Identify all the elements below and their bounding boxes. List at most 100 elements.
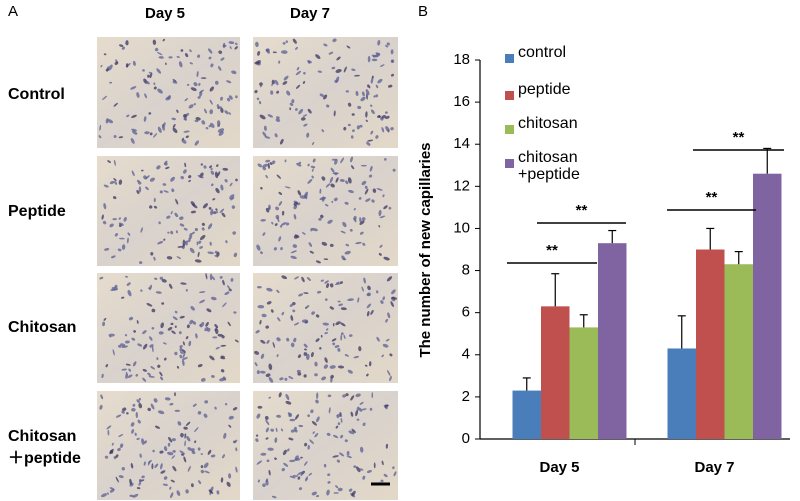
cell-nucleus bbox=[117, 248, 122, 252]
cell-nucleus bbox=[357, 297, 360, 303]
cell-nucleus bbox=[115, 476, 119, 483]
cell-nucleus bbox=[209, 86, 214, 92]
cell-nucleus bbox=[109, 335, 112, 338]
cell-nucleus bbox=[224, 403, 228, 406]
cell-nucleus bbox=[345, 90, 349, 93]
cell-nucleus bbox=[382, 343, 389, 348]
cell-nucleus bbox=[233, 311, 237, 314]
cell-nucleus bbox=[183, 169, 187, 174]
cell-nucleus bbox=[140, 227, 143, 233]
cell-nucleus bbox=[141, 438, 145, 445]
cell-nucleus bbox=[131, 429, 135, 434]
cell-nucleus bbox=[351, 68, 356, 72]
cell-nucleus bbox=[121, 244, 126, 250]
cell-nucleus bbox=[107, 160, 111, 164]
cell-nucleus bbox=[222, 167, 229, 171]
cell-nucleus bbox=[270, 309, 274, 313]
cell-nucleus bbox=[377, 78, 383, 84]
cell-nucleus bbox=[390, 59, 395, 63]
cell-nucleus bbox=[296, 162, 302, 167]
cell-nucleus bbox=[113, 178, 117, 182]
cell-nucleus bbox=[259, 370, 266, 374]
cell-nucleus bbox=[121, 296, 125, 299]
cell-nucleus bbox=[148, 112, 152, 115]
cell-nucleus bbox=[174, 409, 181, 412]
cell-nucleus bbox=[262, 483, 266, 488]
cell-nucleus bbox=[267, 447, 274, 451]
cell-nucleus bbox=[265, 437, 269, 440]
cell-nucleus bbox=[156, 68, 162, 74]
cell-nucleus bbox=[260, 452, 267, 456]
cell-nucleus bbox=[347, 298, 354, 302]
cell-nucleus bbox=[292, 475, 298, 477]
cell-nucleus bbox=[190, 210, 196, 214]
cell-nucleus bbox=[199, 291, 206, 294]
cell-nucleus bbox=[391, 296, 398, 300]
cell-nucleus bbox=[200, 469, 205, 474]
cell-nucleus bbox=[359, 124, 363, 128]
cell-nucleus bbox=[300, 470, 304, 477]
significance-label: ** bbox=[733, 129, 745, 146]
cell-nucleus bbox=[114, 284, 118, 289]
cell-nucleus bbox=[336, 459, 341, 463]
cell-nucleus bbox=[177, 245, 184, 248]
cell-nucleus bbox=[260, 186, 263, 190]
cell-nucleus bbox=[183, 456, 187, 463]
cell-nucleus bbox=[182, 357, 188, 360]
cell-nucleus bbox=[306, 277, 311, 281]
cell-nucleus bbox=[131, 130, 138, 135]
cell-nucleus bbox=[339, 452, 345, 457]
cell-nucleus bbox=[297, 190, 302, 196]
cell-nucleus bbox=[201, 222, 205, 226]
cell-nucleus bbox=[114, 61, 119, 66]
cell-nucleus bbox=[324, 204, 329, 207]
cell-nucleus bbox=[320, 334, 323, 338]
cell-nucleus bbox=[298, 424, 304, 428]
cell-nucleus bbox=[349, 334, 353, 337]
cell-nucleus bbox=[332, 342, 336, 346]
cell-nucleus bbox=[235, 95, 238, 99]
cell-nucleus bbox=[336, 56, 341, 61]
cell-nucleus bbox=[208, 206, 212, 210]
cell-nucleus bbox=[315, 54, 321, 59]
cell-nucleus bbox=[359, 401, 364, 405]
cell-nucleus bbox=[214, 255, 219, 258]
cell-nucleus bbox=[303, 292, 309, 294]
cell-nucleus bbox=[367, 55, 371, 63]
cell-nucleus bbox=[219, 276, 223, 279]
cell-nucleus bbox=[125, 373, 129, 379]
cell-nucleus bbox=[339, 281, 344, 284]
cell-nucleus bbox=[160, 463, 163, 470]
cell-nucleus bbox=[292, 38, 297, 44]
cell-nucleus bbox=[356, 125, 361, 130]
cell-nucleus bbox=[181, 359, 185, 367]
cell-nucleus bbox=[340, 307, 347, 311]
cell-nucleus bbox=[210, 167, 213, 171]
cell-nucleus bbox=[174, 325, 177, 328]
cell-nucleus bbox=[277, 317, 281, 322]
cell-nucleus bbox=[369, 407, 373, 411]
cell-nucleus bbox=[372, 55, 377, 58]
cell-nucleus bbox=[284, 159, 287, 163]
cell-nucleus bbox=[308, 472, 313, 476]
cell-nucleus bbox=[391, 289, 396, 295]
cell-nucleus bbox=[217, 66, 222, 71]
cell-nucleus bbox=[337, 422, 341, 425]
cell-nucleus bbox=[231, 205, 236, 209]
cell-nucleus bbox=[184, 433, 187, 439]
cell-nucleus bbox=[185, 53, 189, 58]
cell-nucleus bbox=[255, 438, 259, 442]
cell-nucleus bbox=[131, 337, 136, 341]
bar bbox=[696, 249, 725, 439]
cell-nucleus bbox=[342, 221, 347, 228]
cell-nucleus bbox=[257, 163, 263, 168]
cell-nucleus bbox=[358, 196, 362, 200]
cell-nucleus bbox=[126, 412, 129, 415]
cell-nucleus bbox=[120, 343, 126, 347]
cell-nucleus bbox=[114, 181, 118, 185]
cell-nucleus bbox=[362, 422, 366, 427]
cell-nucleus bbox=[190, 483, 194, 488]
cell-nucleus bbox=[278, 60, 281, 64]
cell-nucleus bbox=[272, 341, 276, 348]
cell-nucleus bbox=[301, 319, 308, 323]
